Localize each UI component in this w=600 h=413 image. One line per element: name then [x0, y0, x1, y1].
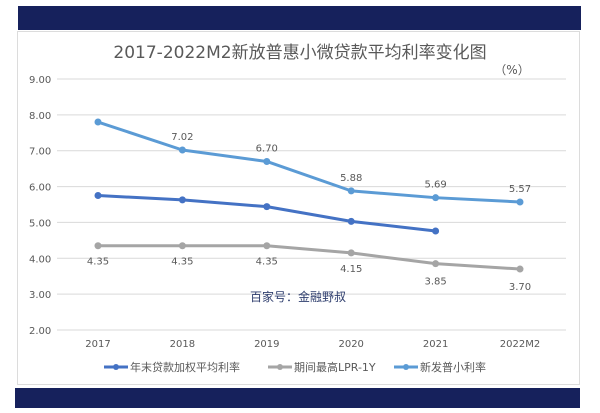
data-label: 4.35	[171, 257, 193, 268]
data-point	[516, 265, 524, 273]
x-tick-label: 2017	[85, 339, 110, 350]
data-point	[178, 196, 186, 204]
legend-marker	[113, 364, 119, 370]
y-tick-label: 6.00	[29, 183, 51, 194]
y-tick-label: 8.00	[29, 111, 51, 122]
data-label: 3.70	[509, 282, 531, 293]
data-point	[94, 118, 102, 126]
bottom-banner	[15, 388, 580, 408]
data-label: 5.57	[509, 184, 531, 195]
data-point	[347, 217, 355, 225]
series-line	[97, 120, 521, 204]
data-label: 7.02	[171, 132, 193, 143]
data-point	[263, 203, 271, 211]
data-label: 3.85	[424, 277, 446, 288]
data-label: 4.15	[340, 264, 362, 275]
x-tick-label: 2022M2	[500, 339, 540, 350]
data-point	[94, 192, 102, 200]
x-tick-label: 2018	[170, 339, 195, 350]
unit-label: （%）	[494, 63, 529, 77]
chart-title: 2017-2022M2新放普惠小微贷款平均利率变化图	[113, 43, 486, 63]
data-point	[178, 242, 186, 250]
watermark: 百家号：金融野叔	[250, 289, 346, 304]
data-point	[432, 194, 440, 202]
data-label: 5.69	[424, 180, 446, 191]
x-tick-label: 2019	[254, 339, 279, 350]
y-tick-label: 9.00	[29, 75, 51, 86]
y-tick-label: 5.00	[29, 218, 51, 229]
legend-label: 期间最高LPR-1Y	[294, 360, 376, 374]
legend-marker	[403, 364, 409, 370]
data-point	[347, 249, 355, 257]
legend-label: 新发普小利率	[420, 360, 486, 374]
top-banner	[18, 6, 581, 30]
y-tick-label: 2.00	[29, 326, 51, 337]
data-point	[178, 146, 186, 154]
data-label: 6.70	[256, 143, 278, 154]
x-tick-label: 2021	[423, 339, 448, 350]
chart-frame	[17, 31, 580, 385]
data-point	[347, 187, 355, 195]
y-tick-label: 3.00	[29, 290, 51, 301]
data-label: 5.88	[340, 173, 362, 184]
legend-marker	[277, 364, 283, 370]
data-point	[516, 198, 524, 206]
legend-label: 年末贷款加权平均利率	[130, 360, 240, 374]
x-tick-label: 2020	[338, 339, 363, 350]
y-tick-label: 7.00	[29, 147, 51, 158]
data-label: 4.35	[87, 257, 109, 268]
data-point	[94, 242, 102, 250]
series-line	[97, 194, 436, 233]
series-line	[98, 244, 521, 271]
data-label: 4.35	[256, 257, 278, 268]
y-tick-label: 4.00	[29, 254, 51, 265]
data-point	[263, 157, 271, 165]
data-point	[432, 227, 440, 235]
data-point	[263, 242, 271, 250]
data-point	[432, 260, 440, 268]
